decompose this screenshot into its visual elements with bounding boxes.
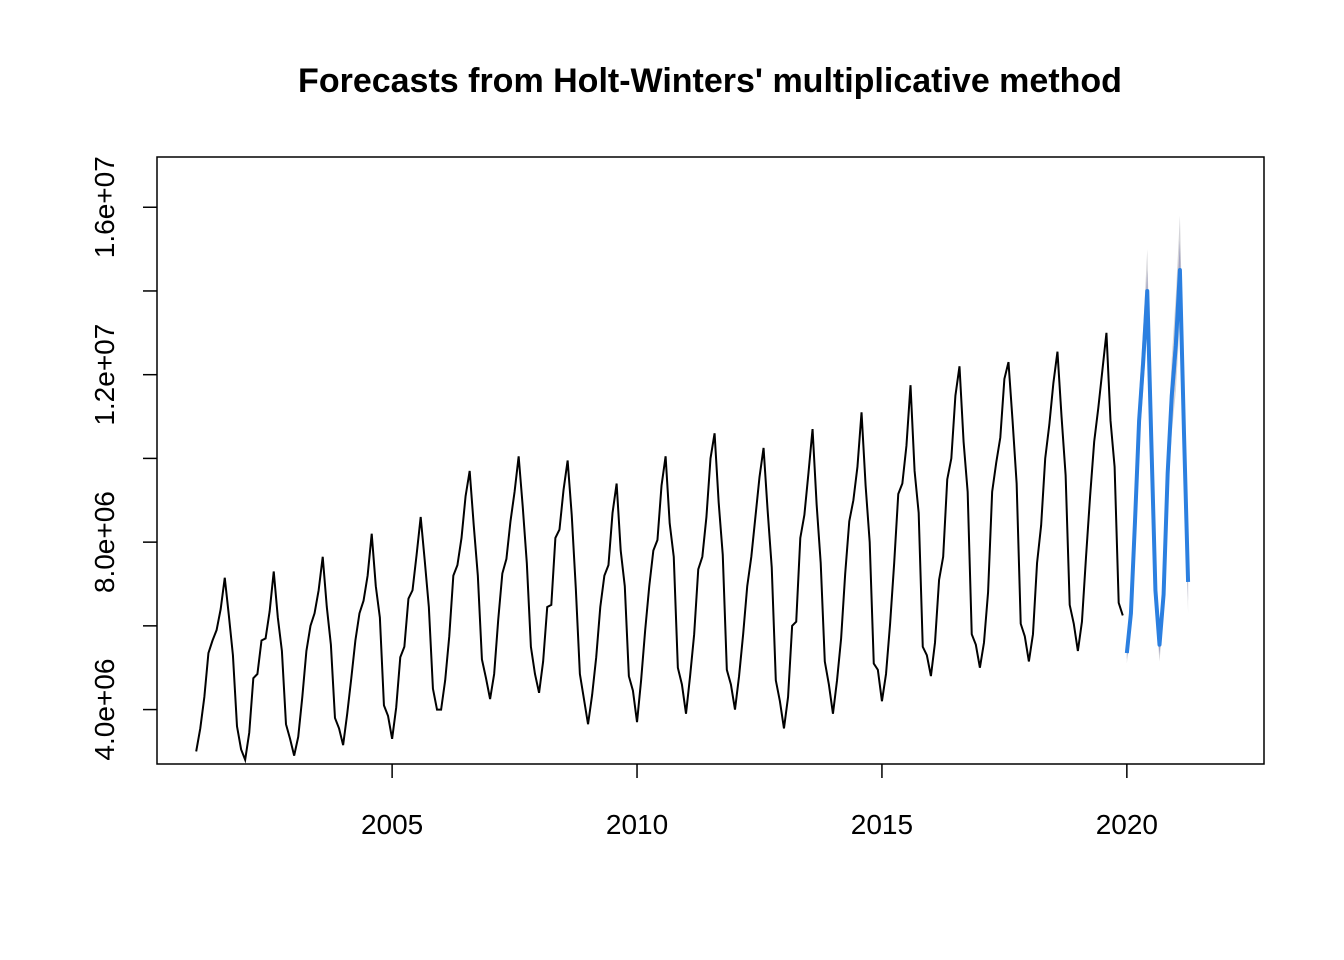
- forecast-series-line: [1124, 268, 1191, 654]
- x-axis: 2005 2010 2015 2020: [361, 764, 1158, 840]
- chart-title: Forecasts from Holt-Winters' multiplicat…: [298, 62, 1122, 100]
- x-tick-label: 2015: [851, 809, 913, 840]
- y-axis: 4.0e+06 8.0e+06 1.2e+07 1.6e+07: [89, 156, 157, 761]
- y-tick-label: 1.2e+07: [89, 324, 120, 426]
- y-tick-label: 8.0e+06: [89, 491, 120, 593]
- x-tick-label: 2010: [606, 809, 668, 840]
- plot-frame: [156, 156, 1265, 765]
- y-tick-label: 1.6e+07: [89, 156, 120, 258]
- observed-series-line: [195, 332, 1124, 764]
- y-tick-label: 4.0e+06: [89, 659, 120, 761]
- x-tick-label: 2005: [361, 809, 423, 840]
- series-lines: [195, 268, 1191, 764]
- x-tick-label: 2020: [1096, 809, 1158, 840]
